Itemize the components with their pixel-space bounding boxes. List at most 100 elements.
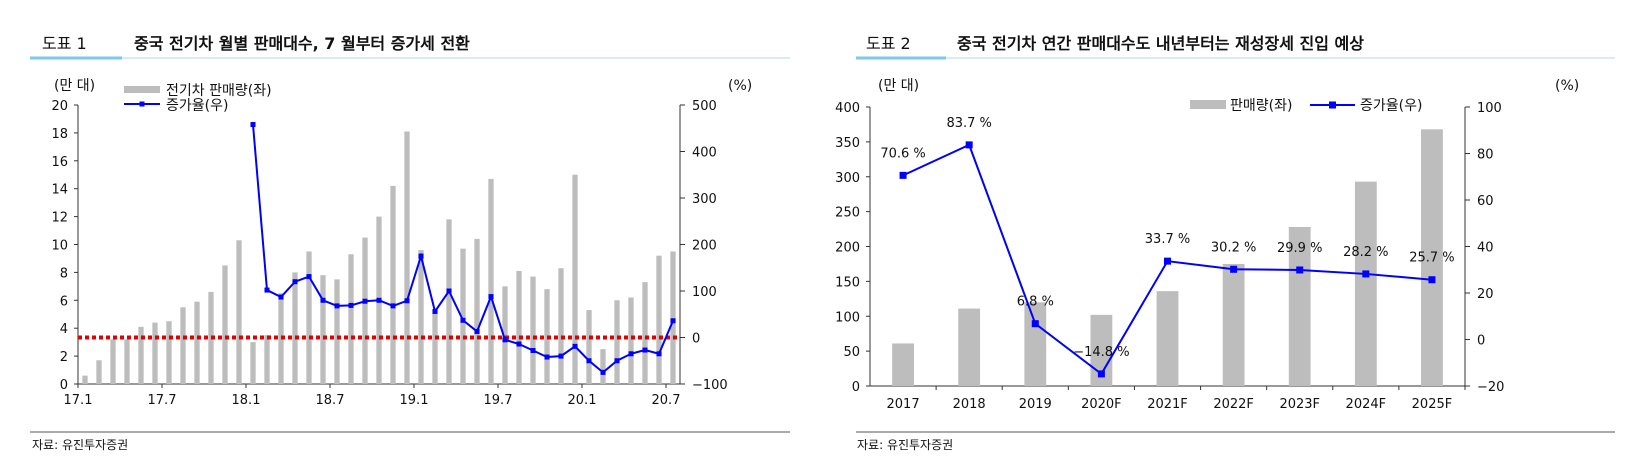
chart1-bar — [222, 265, 228, 384]
chart2-growth-point — [1230, 265, 1238, 273]
chart1-growth-point — [600, 369, 606, 375]
chart1-bar — [642, 282, 648, 384]
chart1-left-tick-label: 14 — [51, 183, 68, 198]
chart1-bar — [264, 335, 270, 384]
chart1-x-tick-label: 20.1 — [568, 393, 597, 408]
chart2-right-unit: (%) — [1555, 78, 1579, 94]
chart2-bar — [892, 343, 914, 386]
chart1-growth-point — [642, 347, 648, 353]
chart1-growth-point — [362, 298, 368, 304]
chart1-bar — [628, 297, 634, 384]
chart2-data-label: 30.2 % — [1211, 240, 1256, 255]
figure-label-1: 도표 1 — [42, 34, 87, 53]
chart1-left-tick-label: 8 — [60, 266, 68, 281]
chart1-growth-point — [572, 343, 578, 349]
chart2-left-tick-label: 100 — [835, 310, 860, 325]
chart1-bar — [250, 342, 256, 384]
chart2-bar — [1222, 263, 1245, 386]
chart1-bar — [362, 237, 368, 384]
chart1-bar — [558, 268, 564, 384]
chart2-right-tick-label: 100 — [1477, 101, 1502, 116]
chart1-x-tick-label: 17.1 — [64, 393, 93, 408]
chart1-bar — [614, 300, 620, 384]
chart2-legend: 판매량(좌) 증가율(우) — [1190, 98, 1422, 114]
chart2-bar — [1156, 291, 1179, 386]
chart1-growth-point — [614, 358, 620, 364]
chart1-bar — [166, 321, 172, 384]
chart1-bar — [124, 339, 130, 384]
chart1-bar — [334, 279, 340, 384]
chart2-right-tick-label: −20 — [1477, 380, 1504, 395]
chart2-growth-point — [1428, 276, 1436, 284]
chart1-bar — [418, 250, 424, 384]
chart1-growth-point — [544, 354, 550, 360]
chart2-left-tick-label: 150 — [835, 275, 860, 290]
chart1-growth-point — [502, 337, 508, 343]
chart1-growth-point — [488, 294, 494, 300]
chart1-right-tick-label: 200 — [692, 239, 717, 254]
chart2-data-label: 33.7 % — [1145, 232, 1190, 247]
chart1-left-tick-label: 12 — [51, 211, 68, 226]
chart1-x-tick-label: 18.7 — [316, 393, 345, 408]
chart2-left-tick-label: 0 — [852, 380, 860, 395]
chart1-bar — [404, 131, 410, 384]
chart2-bar — [1421, 129, 1443, 386]
chart1-growth-point — [474, 328, 480, 334]
chart1-growth-point — [390, 303, 396, 309]
chart1-growth-point — [446, 288, 452, 294]
chart1-bar — [180, 307, 186, 384]
chart2-data-label: 28.2 % — [1343, 245, 1388, 260]
chart-title-2: 중국 전기차 연간 판매대수도 내년부터는 재성장세 진입 예상 — [957, 34, 1364, 53]
chart2-growth-point — [1296, 266, 1304, 274]
chart1-left-unit: (만 대) — [54, 78, 95, 94]
chart1-bar — [460, 248, 466, 384]
chart1-bar — [530, 276, 536, 384]
chart1-bar — [586, 310, 592, 384]
chart2-left-tick-label: 400 — [835, 101, 860, 116]
chart1-bar — [138, 326, 144, 384]
chart1-legend-line-label: 증가율(우) — [166, 98, 228, 114]
chart1-growth-point — [418, 253, 424, 259]
chart1-legend: 전기차 판매량(좌)증가율(우) — [124, 83, 272, 114]
chart1-right-tick-label: 300 — [692, 192, 717, 207]
chart2-legend-line-label: 증가율(우) — [1360, 98, 1422, 114]
chart2-x-tick-label: 2025F — [1412, 397, 1453, 412]
chart1-right-tick-label: 0 — [692, 332, 700, 347]
chart1-right-tick-label: 400 — [692, 146, 717, 161]
chart1-growth-point — [670, 318, 676, 324]
chart1-bar — [432, 310, 438, 384]
chart1-growth-point — [264, 287, 270, 293]
chart2-right-tick-label: 60 — [1477, 194, 1494, 209]
chart2-growth-point — [1031, 320, 1039, 328]
chart1-line — [250, 122, 676, 375]
chart1-bars — [82, 131, 676, 384]
chart2-bar — [1354, 181, 1377, 386]
chart1-bar — [446, 219, 452, 384]
chart1-x-tick-label: 19.1 — [400, 393, 429, 408]
chart1-growth-point — [404, 298, 410, 304]
chart1-growth-point — [558, 353, 564, 359]
chart1-right-tick-label: 100 — [692, 285, 717, 300]
chart2-legend-line-marker — [1329, 101, 1336, 109]
chart1-bar — [110, 339, 116, 384]
chart1-growth-point — [656, 351, 662, 357]
chart2-bar — [1024, 302, 1047, 386]
chart1-growth-point — [376, 297, 382, 303]
chart2-x-tick-label: 2018 — [953, 397, 986, 412]
chart2-legend-bar-label: 판매량(좌) — [1230, 98, 1292, 114]
chart1-bar — [390, 185, 396, 384]
chart2-growth-point — [1097, 370, 1105, 378]
chart1-legend-bar-label: 전기차 판매량(좌) — [166, 83, 272, 99]
chart2-left-tick-label: 250 — [835, 206, 860, 221]
chart2-growth-point — [1164, 257, 1171, 265]
chart1-left-tick-label: 2 — [60, 350, 68, 365]
chart1-growth-point — [320, 297, 326, 303]
chart2-data-label: −14.8 % — [1073, 345, 1129, 360]
chart2-left-tick-label: 350 — [835, 136, 860, 151]
chart2-growth-point — [899, 171, 907, 179]
chart1-growth-point — [432, 308, 438, 314]
chart2-data-label: 25.7 % — [1409, 251, 1454, 266]
chart1-growth-point — [292, 279, 298, 285]
chart1-growth-point — [250, 122, 256, 128]
chart1-growth-point — [460, 317, 466, 323]
